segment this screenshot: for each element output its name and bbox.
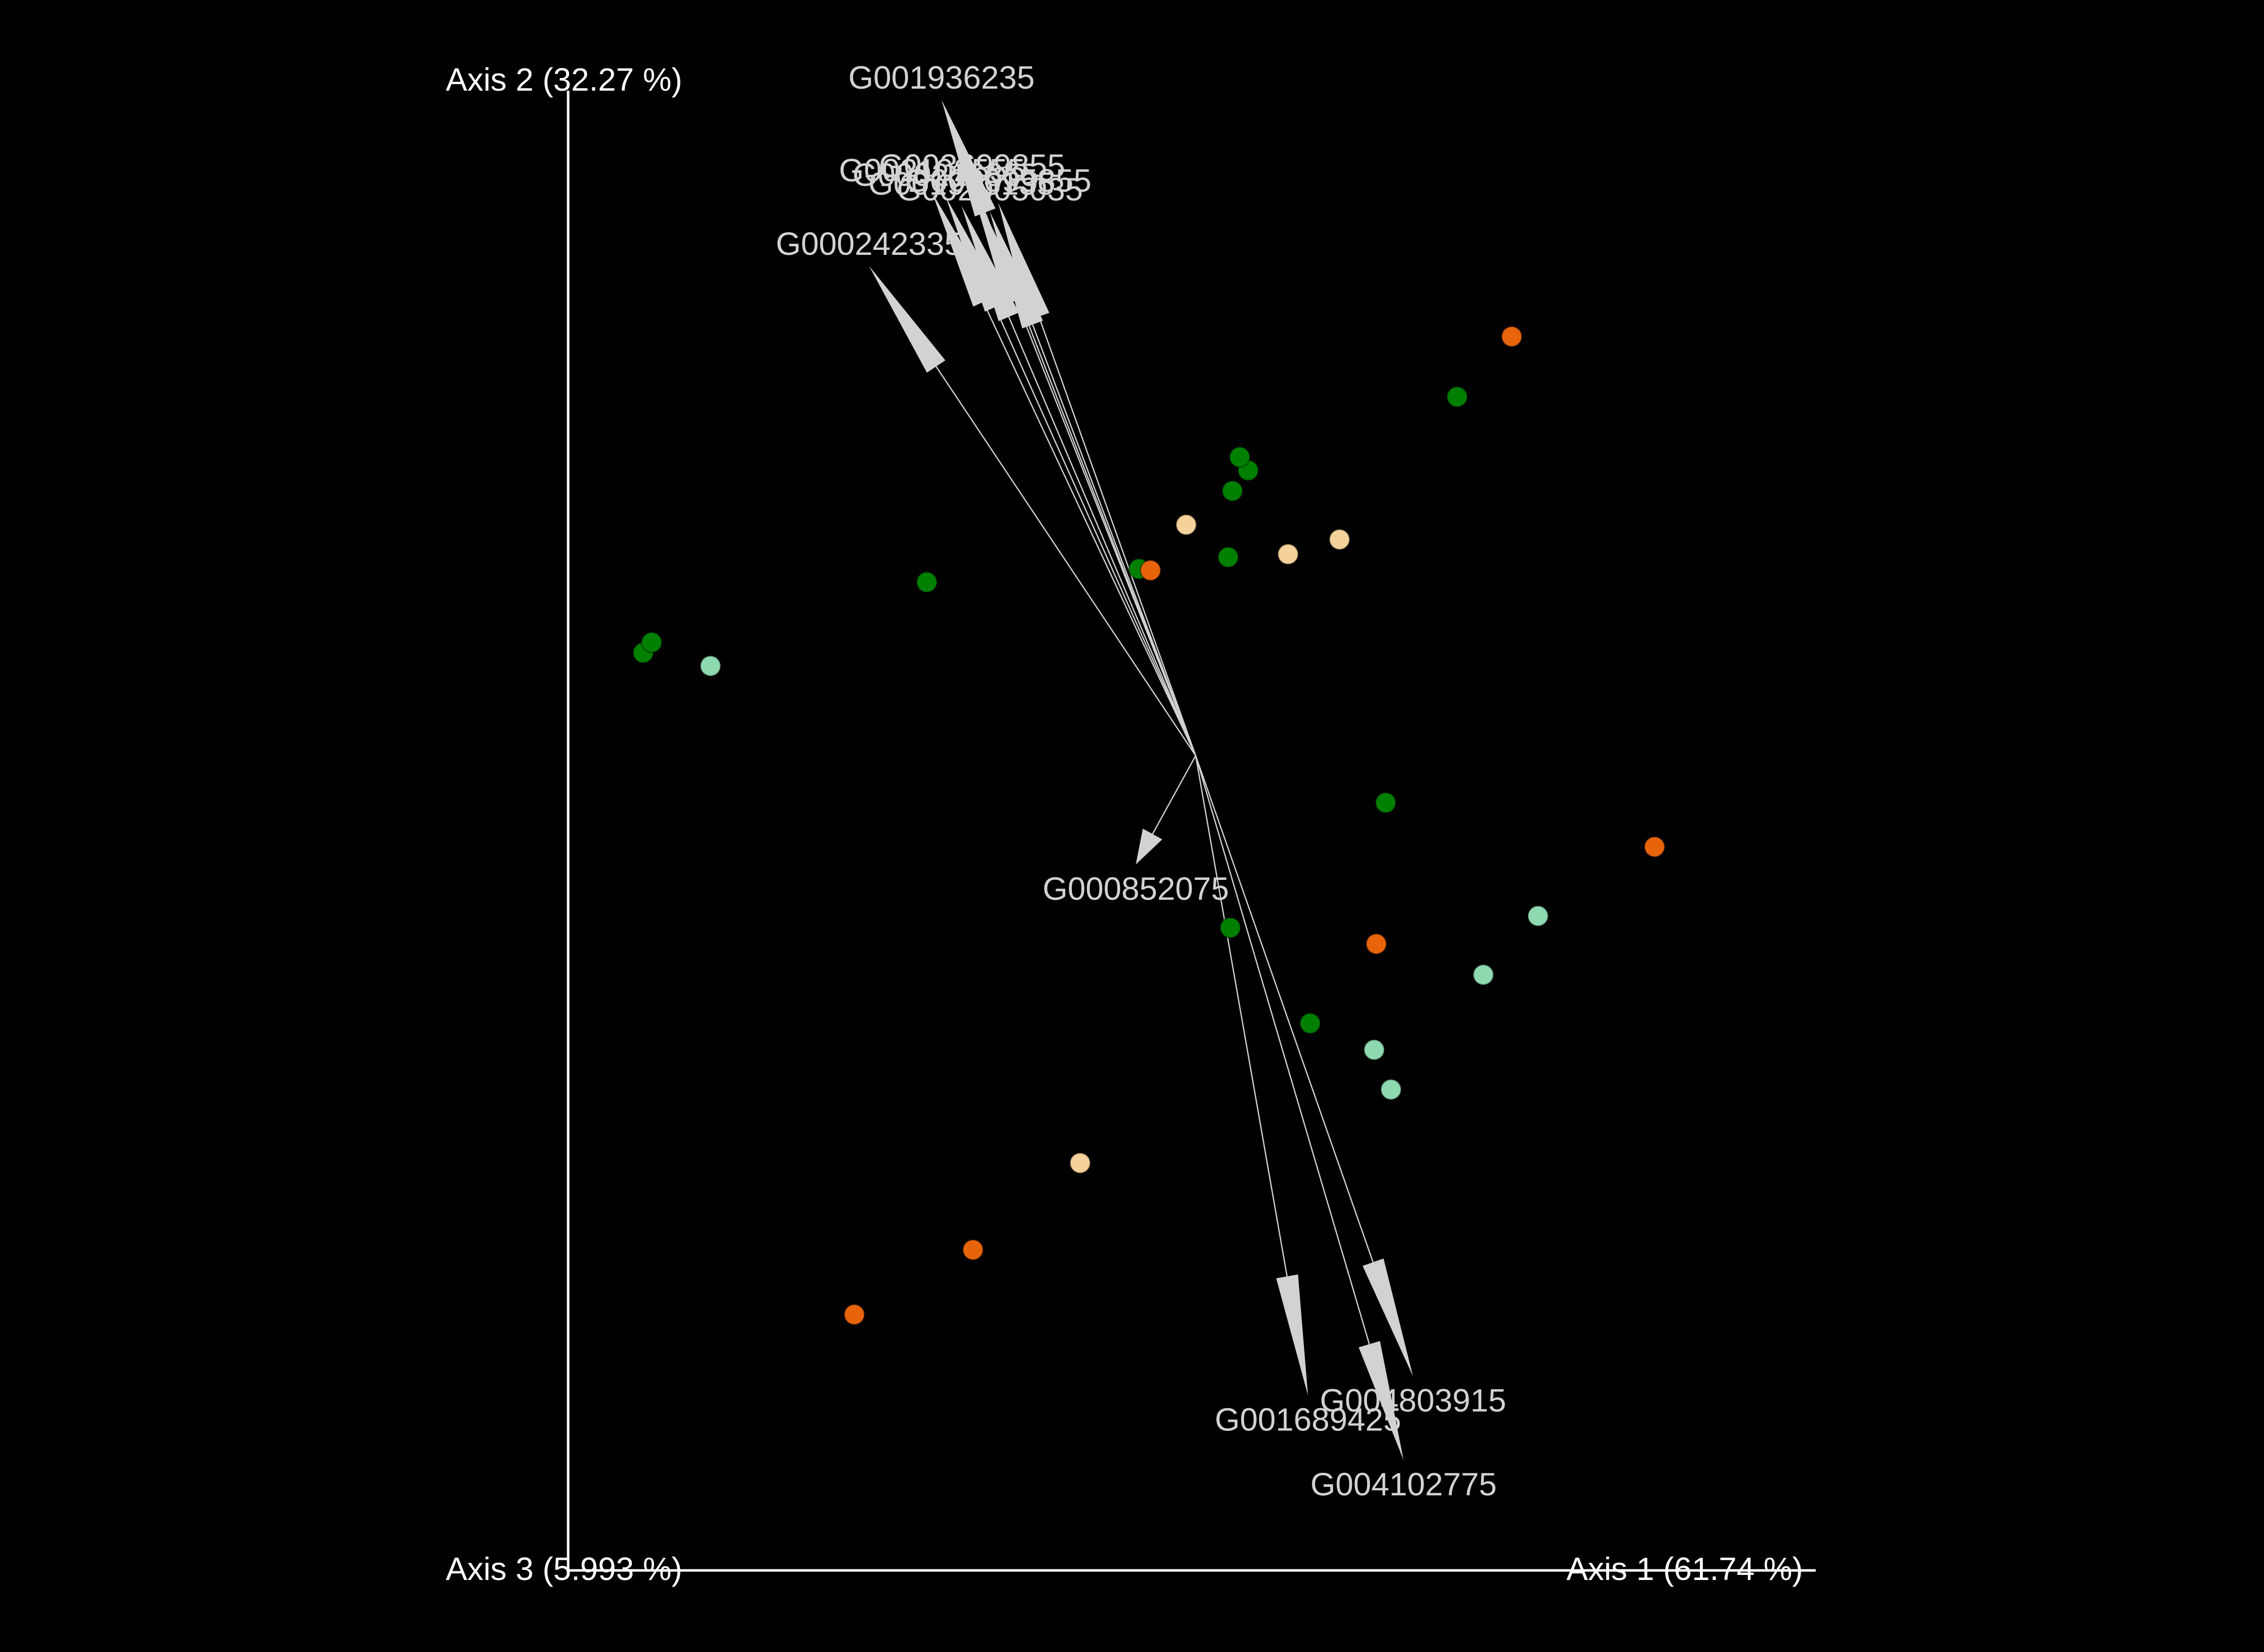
arrow-shaft [1015, 300, 1197, 756]
sample-point [1329, 528, 1350, 550]
axis-titles: Axis 2 (32.27 %) Axis 3 (5.993 %) Axis 1… [446, 61, 1803, 1587]
arrow-label: G000216855 [853, 157, 1039, 193]
arrow-shaft [1008, 316, 1197, 756]
sample-point [1228, 446, 1251, 468]
arrow-head [1276, 1274, 1308, 1396]
arrow-label: G000852075 [1043, 870, 1229, 907]
sample-point [1643, 836, 1666, 858]
arrow-label: G001905135 [868, 165, 1055, 201]
arrow-label: G002005035 [897, 171, 1083, 208]
arrow-shaft [1195, 755, 1374, 1263]
arrow-label: G003699855 [879, 148, 1065, 184]
sample-point [1139, 559, 1161, 581]
sample-point [1175, 514, 1197, 536]
axes-frame [567, 91, 1816, 1572]
arrow-shaft [1195, 755, 1288, 1277]
axis-1-title: Axis 1 (61.74 %) [1566, 1551, 1803, 1587]
arrow-head [1136, 829, 1162, 865]
sample-point [1380, 1078, 1402, 1100]
sample-point [1472, 963, 1494, 986]
axis-3-title: Axis 3 (5.993 %) [446, 1551, 682, 1587]
sample-point [1446, 386, 1468, 408]
arrow-shaft [1032, 324, 1197, 756]
axis-2-title: Axis 2 (32.27 %) [446, 61, 682, 98]
sample-point [700, 655, 722, 677]
arrow-label: G001689425 [1215, 1402, 1401, 1438]
sample-point [962, 1239, 984, 1261]
sample-point [1219, 917, 1242, 939]
sample-point [1217, 546, 1239, 568]
sample-point [916, 571, 938, 593]
arrow-shaft [994, 307, 1197, 756]
arrow-shaft [935, 366, 1196, 756]
arrow-shaft [1038, 316, 1197, 756]
sample-point [1069, 1152, 1091, 1174]
sample-point [1221, 480, 1244, 502]
arrow-label: G004102775 [1311, 1466, 1497, 1502]
sample-point [1527, 905, 1549, 927]
sample-point [1299, 1012, 1321, 1035]
arrow-shaft [1195, 755, 1370, 1345]
arrow-head [941, 100, 996, 217]
arrow-label: G002095855 [905, 162, 1091, 198]
arrow-head [1362, 1258, 1413, 1376]
arrow-shaft [1152, 755, 1196, 835]
biplot-arrow-heads [869, 100, 1413, 1460]
arrow-label: G004803915 [1320, 1383, 1506, 1419]
arrow-head [869, 266, 945, 373]
sample-point [1375, 792, 1397, 814]
arrow-label: G002102555 [839, 152, 1025, 188]
sample-point [1365, 933, 1387, 955]
biplot-arrow-labels: G001936235 G000242335 G000852075 G001689425… [776, 59, 1506, 1502]
arrow-head [1358, 1341, 1404, 1460]
sample-point [1500, 325, 1523, 348]
sample-point [1277, 543, 1299, 565]
arrow-label: G000242335 [776, 226, 962, 262]
sample-points [632, 325, 1666, 1326]
sample-point [1363, 1039, 1385, 1061]
sample-point [843, 1303, 865, 1326]
arrow-label: G001936235 [848, 59, 1035, 96]
sample-point [641, 632, 663, 653]
arrow-shaft [983, 301, 1197, 756]
biplot-arrow-shafts [935, 212, 1374, 1345]
arrow-head [998, 202, 1050, 320]
arrow-head [961, 205, 1019, 321]
